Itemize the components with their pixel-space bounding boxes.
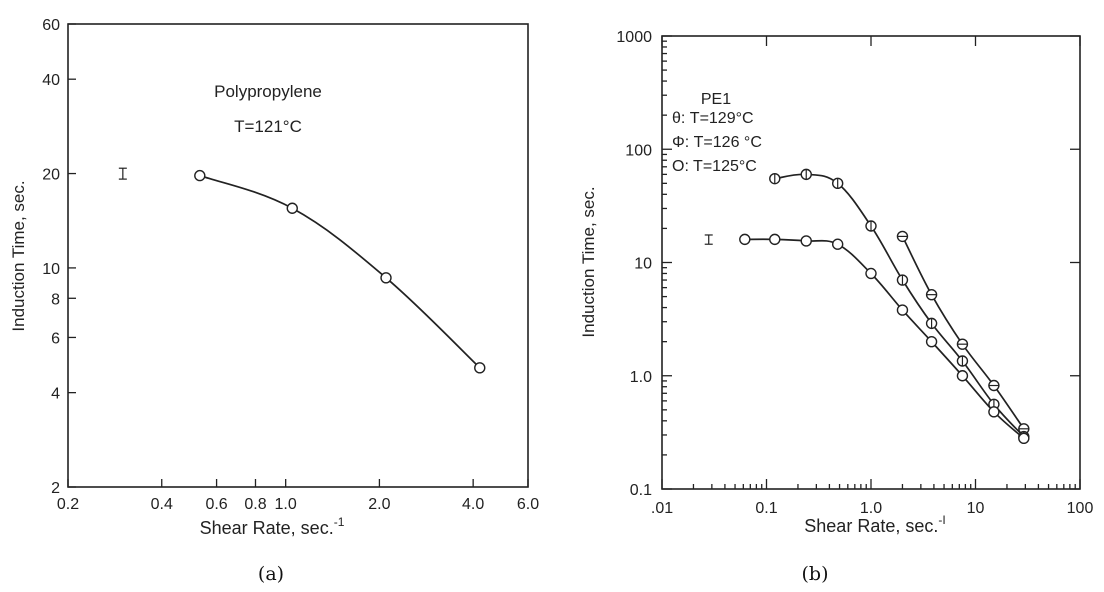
panel-b-error-bar-mark (704, 234, 713, 245)
panel-b-data-point (896, 304, 909, 316)
panel-a-frame (67, 23, 529, 488)
panel-a-y-tick-label: 8 (51, 291, 60, 308)
panel-a: 0.2 0.4 0.6 0.8 1.0 2.0 4.0 6.0 2 4 6 8 10 20 40 60 Po… (9, 17, 539, 585)
panel-a-series-line (199, 174, 481, 369)
panel-b-data-point (988, 379, 1000, 392)
panel-b-x-tick-label: 0.1 (755, 500, 777, 517)
panel-b-data-point (896, 230, 909, 243)
panel-a-y-tick-label: 2 (51, 480, 60, 497)
panel-b-x-axis-label: Shear Rate, sec.-I (804, 513, 945, 536)
panel-b-data-point (1018, 423, 1030, 435)
panel-b-y-ticks: 0.1 1.0 10 100 1000 (616, 29, 1080, 499)
panel-b-series-line (744, 238, 1025, 440)
panel-b-x-tick-label: 100 (1067, 500, 1094, 517)
panel-a-x-ticks: 0.2 0.4 0.6 0.8 1.0 2.0 4.0 6.0 (57, 479, 539, 513)
panel-a-x-tick-label: 2.0 (368, 496, 390, 513)
panel-a-y-tick-label: 60 (42, 17, 60, 34)
panel-b-data-point (739, 233, 751, 246)
panel-b-legend-entry: Φ: T=126 °C (672, 134, 762, 151)
panel-b-legend: PE1 θ: T=129°C Φ: T=126 °C O: T=125°C (672, 91, 762, 175)
panel-a-x-tick-label: 0.8 (244, 496, 266, 513)
panel-b-data-point (988, 406, 1000, 418)
panel-a-data-point (286, 202, 298, 214)
panel-b-x-tick-label: 10 (967, 500, 985, 517)
panel-a-x-tick-label: 1.0 (275, 496, 297, 513)
panel-b-legend-entry: O: T=125°C (672, 158, 757, 175)
panel-b-y-axis-label: Induction Time, sec. (579, 186, 598, 337)
panel-a-caption: (a) (258, 563, 284, 585)
panel-b-data-point (956, 355, 969, 367)
panel-b-y-tick-label: 1.0 (630, 369, 652, 386)
panel-b-data-point (956, 370, 969, 382)
panel-b-y-tick-label: 0.1 (630, 482, 652, 499)
panel-a-y-tick-label: 6 (51, 330, 60, 347)
panel-b-y-tick-label: 1000 (616, 29, 652, 46)
panel-b-data-point (865, 267, 877, 280)
panel-b-y-tick-label: 10 (634, 256, 652, 273)
panel-b-data-point (800, 235, 812, 247)
panel-b-y-tick-label: 100 (625, 142, 652, 159)
panel-a-data-point (194, 169, 206, 182)
panel-b-data-point (896, 274, 909, 286)
panel-b-data-point (800, 168, 812, 181)
panel-b-legend-entry: θ: T=129°C (672, 110, 754, 127)
panel-b-data-point (1018, 432, 1030, 445)
panel-a-data-point (474, 362, 486, 374)
panel-b-series (739, 168, 1030, 445)
panel-b-data-point (925, 288, 938, 301)
panel-b-x-tick-label: 1.0 (860, 500, 882, 517)
panel-b-legend-label: θ: T=129°C (672, 110, 754, 127)
panel-a-x-tick-label: 0.2 (57, 496, 79, 513)
panel-b-data-point (769, 233, 781, 246)
panel-a-x-tick-label: 4.0 (462, 496, 484, 513)
panel-a-y-tick-label: 4 (51, 386, 60, 403)
panel-a-data-point (380, 272, 392, 284)
panel-a-x-tick-label: 0.4 (151, 496, 173, 513)
panel-b-legend-label: O: T=125°C (672, 158, 757, 175)
panel-a-y-tick-label: 40 (42, 72, 60, 89)
panel-a-series (194, 169, 486, 374)
panel-a-x-tick-label: 6.0 (517, 496, 539, 513)
panel-b-data-point (769, 172, 781, 185)
panel-a-y-tick-label: 20 (42, 167, 60, 184)
panel-b-data-point (956, 338, 969, 350)
panel-a-x-tick-label: 0.6 (205, 496, 227, 513)
panel-a-y-axis-label: Induction Time, sec. (9, 180, 28, 331)
panel-b-data-point (831, 238, 844, 250)
panel-a-x-axis-label: Shear Rate, sec.-1 (200, 515, 345, 538)
panel-b-error-bar (704, 234, 713, 245)
panel-b-series-line (901, 236, 1025, 430)
panel-a-y-ticks: 2 4 6 8 10 20 40 60 (42, 17, 76, 497)
panel-b-data-point (925, 335, 938, 348)
panel-a-error-bar-mark (118, 167, 127, 180)
panel-a-annotation-material: Polypropylene (214, 82, 322, 101)
panel-b-x-tick-label: .01 (651, 500, 673, 517)
panel-b-legend-title: PE1 (701, 91, 731, 108)
panel-b-data-point (831, 177, 844, 190)
panel-b-caption: (b) (802, 563, 829, 585)
panel-a-error-bar (118, 167, 127, 180)
panel-b-data-point (925, 317, 938, 330)
panel-a-annotation-temperature: T=121°C (234, 117, 302, 136)
panel-a-y-tick-label: 10 (42, 261, 60, 278)
panel-b-x-ticks: .01 0.1 1.0 10 100 (651, 36, 1094, 517)
panel-b-data-point (865, 220, 877, 232)
panel-b-legend-label: Φ: T=126 °C (672, 134, 762, 151)
